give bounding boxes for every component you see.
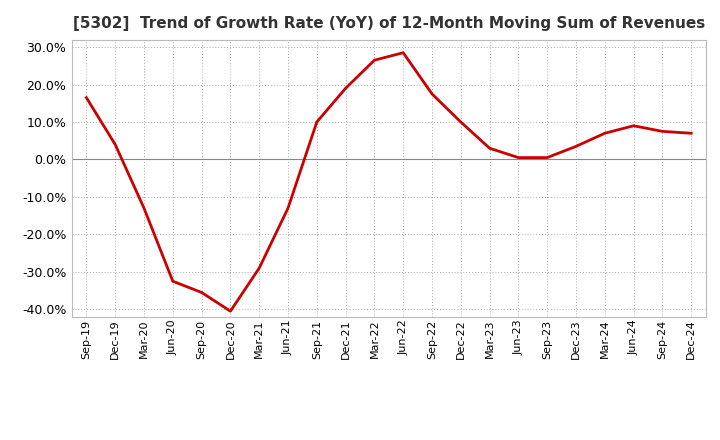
Title: [5302]  Trend of Growth Rate (YoY) of 12-Month Moving Sum of Revenues: [5302] Trend of Growth Rate (YoY) of 12-…: [73, 16, 705, 32]
